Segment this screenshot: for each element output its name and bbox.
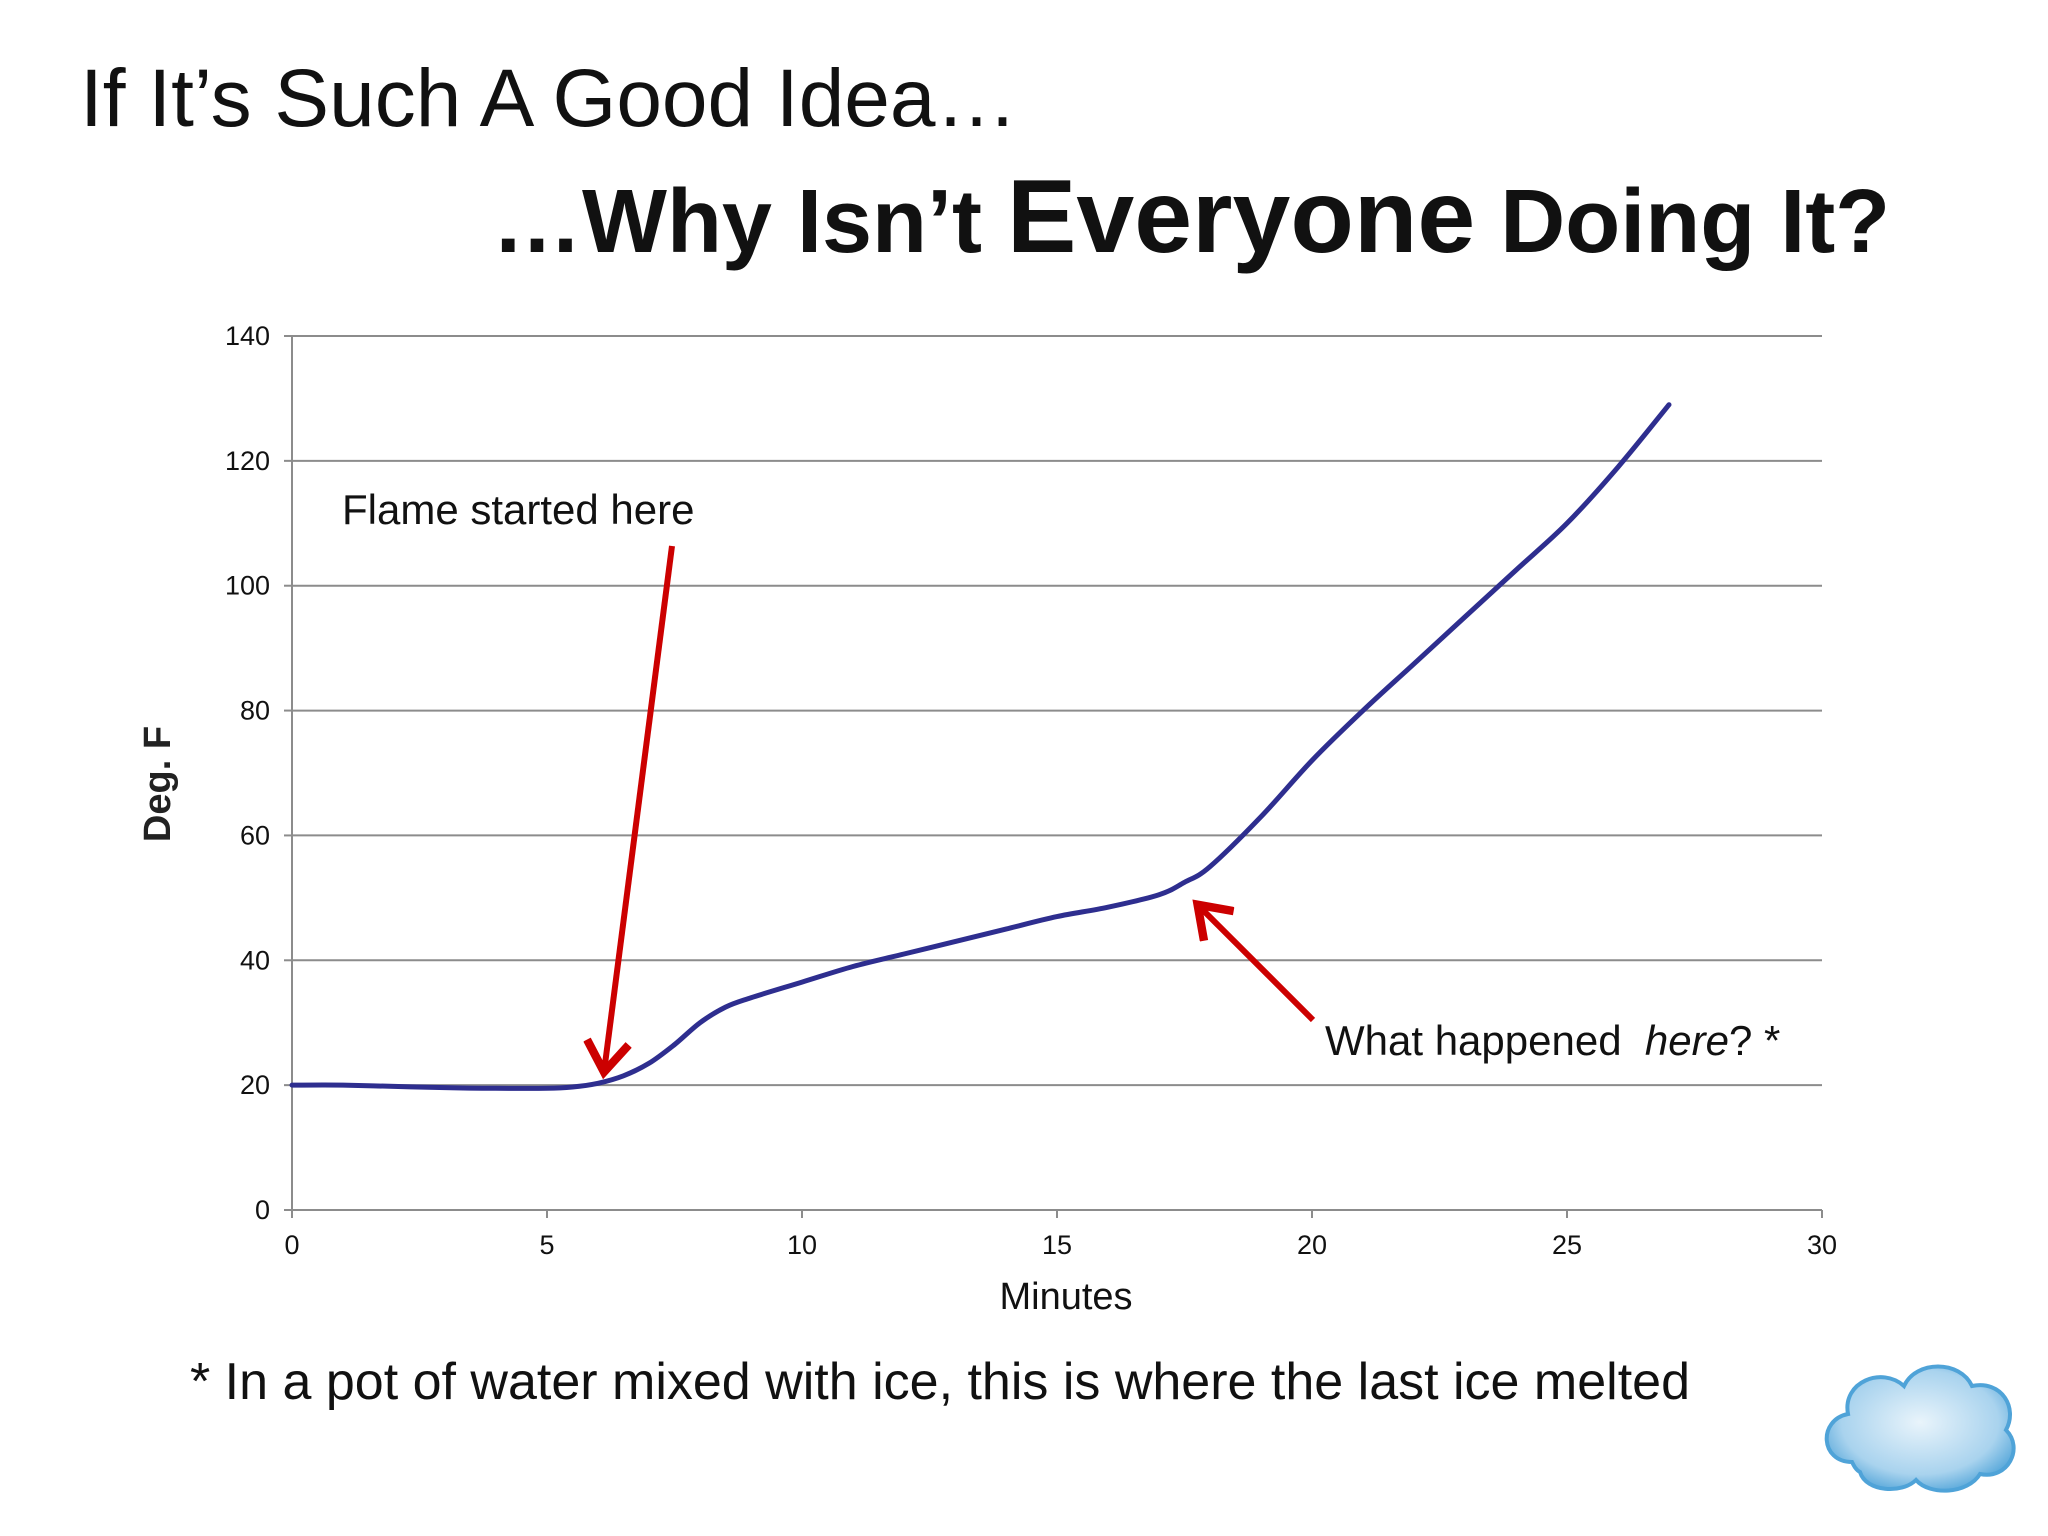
- annotation-what-happened-post: ? *: [1729, 1017, 1780, 1064]
- slide-title-line1: If It’s Such A Good Idea…: [80, 53, 1018, 144]
- y-tick-label-20: 20: [240, 1070, 270, 1100]
- annotation-what-happened-italic: here: [1645, 1017, 1729, 1064]
- x-tick-label-0: 0: [284, 1230, 299, 1260]
- x-tick-label-15: 15: [1042, 1230, 1072, 1260]
- annotation-what-happened: What happened here? *: [1325, 1017, 1780, 1064]
- annotation-arrow-flame: [604, 545, 675, 1072]
- slide-title-line2: …Why Isn’t Everyone Doing It?: [492, 158, 1890, 277]
- series-line-0: [289, 402, 1672, 1091]
- title-line2-emphasis: Everyone: [1007, 159, 1476, 275]
- x-tick-label-20: 20: [1297, 1230, 1327, 1260]
- annotation-what-happened-pre: What happened: [1325, 1017, 1645, 1064]
- y-tick-label-40: 40: [240, 945, 270, 975]
- annotation-flame-started: Flame started here: [342, 486, 695, 533]
- x-tick-label-5: 5: [539, 1230, 554, 1260]
- x-tick-label-25: 25: [1552, 1230, 1582, 1260]
- grid-lines: [292, 335, 1822, 1087]
- annotation-arrow-what-happened: [1198, 905, 1316, 1023]
- title-line2-post: Doing It?: [1475, 172, 1891, 272]
- y-tick-label-100: 100: [225, 571, 270, 601]
- axes: [284, 335, 1823, 1218]
- y-axis-title: Deg. F: [137, 726, 179, 842]
- tick-labels: 0 20 40 60 80 100 120 140 0 5 10 15 20 25 30: [225, 321, 1837, 1260]
- footnote: * In a pot of water mixed with ice, this…: [190, 1353, 1691, 1411]
- cloud-logo-icon: [1824, 1364, 2016, 1493]
- annotation-arrows: [604, 545, 1316, 1072]
- y-tick-label-0: 0: [255, 1195, 270, 1225]
- y-tick-label-80: 80: [240, 696, 270, 726]
- y-tick-label-60: 60: [240, 820, 270, 850]
- series-layer: [289, 402, 1672, 1091]
- y-tick-label-120: 120: [225, 446, 270, 476]
- title-line2-pre: …Why Isn’t: [492, 172, 1007, 272]
- x-tick-label-30: 30: [1807, 1230, 1837, 1260]
- x-tick-label-10: 10: [787, 1230, 817, 1260]
- y-tick-label-140: 140: [225, 321, 270, 351]
- x-axis-title: Minutes: [999, 1276, 1132, 1318]
